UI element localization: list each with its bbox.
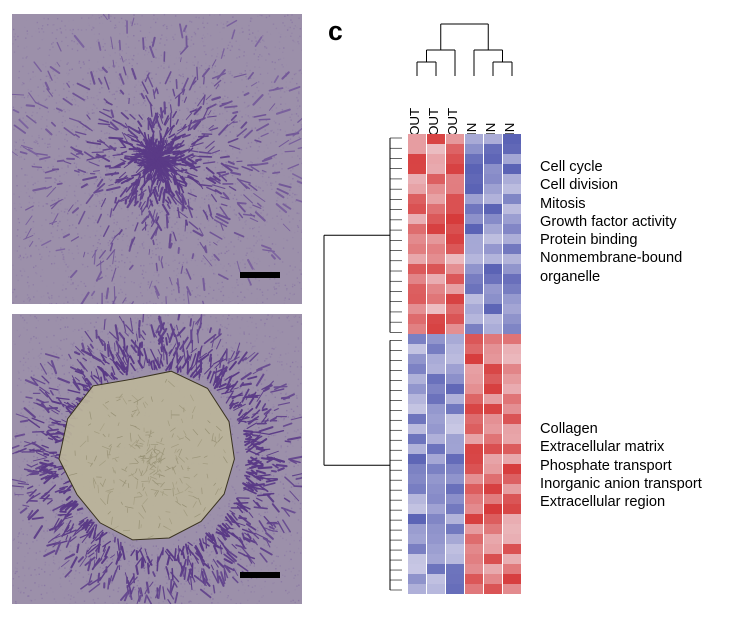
heatmap-matrix — [408, 134, 522, 594]
column-dendrogram — [405, 18, 521, 76]
term-labels-bottom: CollagenExtracellular matrixPhosphate tr… — [540, 420, 702, 511]
panel-label-c: c — [328, 16, 343, 47]
term-label: Cell cycle — [540, 158, 682, 176]
term-labels-top: Cell cycleCell divisionMitosisGrowth fac… — [540, 158, 682, 286]
term-label: Extracellular region — [540, 493, 702, 511]
micrograph-b — [12, 314, 302, 604]
term-label: Mitosis — [540, 195, 682, 213]
row-dendrogram — [322, 134, 404, 594]
scalebar-a — [240, 272, 280, 278]
term-label: Cell division — [540, 176, 682, 194]
term-label: Inorganic anion transport — [540, 475, 702, 493]
term-label: Protein binding — [540, 231, 682, 249]
term-label: Extracellular matrix — [540, 438, 702, 456]
term-label: Growth factor activity — [540, 213, 682, 231]
term-label: Nonmembrane-bound — [540, 249, 682, 267]
term-label: organelle — [540, 268, 682, 286]
term-label: Collagen — [540, 420, 702, 438]
figure-root: a b c 2 OUT4 OUT5 OUT1 IN2 IN5 IN Cell c… — [0, 0, 733, 622]
micrograph-a — [12, 14, 302, 304]
scalebar-b — [240, 572, 280, 578]
term-label: Phosphate transport — [540, 457, 702, 475]
